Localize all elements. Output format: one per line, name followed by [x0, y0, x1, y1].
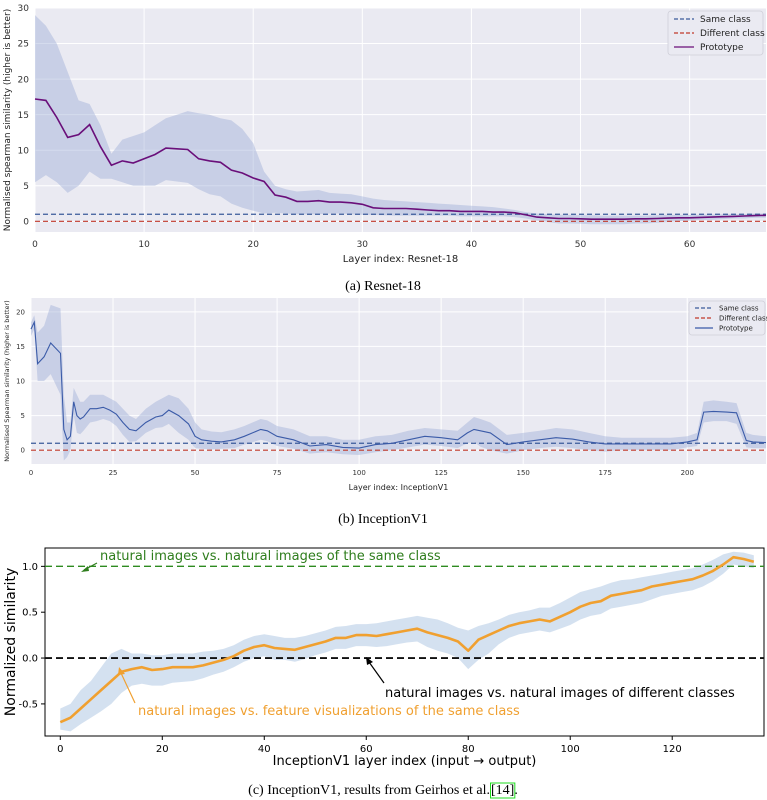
y-tick-label: 15	[18, 111, 29, 121]
caption-c-end: .	[514, 783, 518, 798]
caption-c-text: (c) InceptionV1, results from Geirhos et…	[248, 783, 490, 798]
caption-ref-box	[490, 782, 516, 799]
y-tick-label: 20	[18, 75, 30, 85]
x-tick-label: 25	[109, 469, 118, 477]
annotation-different-classes: natural images vs. natural images of dif…	[385, 686, 735, 701]
legend-entry: Same class	[700, 15, 751, 25]
plot-area	[35, 8, 766, 232]
legend-box	[667, 10, 764, 56]
x-tick-label: 100	[561, 744, 580, 755]
y-tick-label: -0.5	[18, 699, 38, 710]
legend-entry: Different class	[719, 314, 767, 322]
feature-vis-line	[59, 555, 755, 724]
x-tick-label: 40	[466, 240, 478, 250]
x-tick-label: 50	[575, 240, 587, 250]
x-tick-label: 125	[434, 469, 447, 477]
y-tick-label: 5	[21, 412, 25, 420]
caption-b: (b) InceptionV1	[338, 512, 428, 527]
y-axis-label: Normalised spearman similarity (higher i…	[3, 9, 13, 231]
x-tick-label: 10	[138, 240, 150, 250]
x-tick-label: 60	[684, 240, 696, 250]
x-tick-label: 150	[517, 469, 530, 477]
caption-a: (a) Resnet-18	[345, 279, 421, 294]
x-tick-label: 0	[32, 240, 38, 250]
x-tick-label: 100	[352, 469, 365, 477]
x-tick-label: 120	[663, 744, 682, 755]
y-tick-label: 0	[23, 217, 29, 227]
annotation-feature-vis-arrow	[120, 672, 136, 704]
legend-entry: Same class	[719, 304, 759, 312]
x-tick-label: 60	[360, 744, 373, 755]
annotation-different-classes-arrow	[368, 661, 385, 684]
y-axis-label: Normalised Spearman similarity (higher i…	[3, 300, 11, 461]
annotation-different-classes-arrowhead	[366, 657, 373, 665]
x-axis-label: Layer index: InceptionV1	[349, 483, 449, 492]
caption-c-ref: [14]	[491, 783, 514, 798]
y-tick-label: 1.0	[22, 562, 38, 573]
y-tick-label: 0	[21, 447, 25, 455]
feature-vis-confidence-band	[60, 551, 754, 732]
x-tick-label: 40	[258, 744, 271, 755]
x-tick-label: 0	[29, 469, 33, 477]
x-tick-label: 75	[273, 469, 282, 477]
x-axis-label: Layer index: Resnet-18	[343, 254, 459, 265]
x-axis-label: InceptionV1 layer index (input → output)	[273, 754, 537, 769]
annotation-same-class-arrowhead	[81, 566, 89, 572]
x-tick-label: 50	[191, 469, 200, 477]
y-tick-label: 20	[16, 308, 25, 316]
annotation-feature-vis-arrowhead	[118, 667, 125, 675]
x-tick-label: 80	[462, 744, 475, 755]
prototype-line	[30, 320, 767, 449]
x-tick-label: 20	[156, 744, 169, 755]
legend-box	[688, 300, 766, 336]
x-tick-label: 200	[681, 469, 694, 477]
legend-entry: Different class	[700, 29, 765, 39]
y-tick-label: 10	[16, 377, 25, 385]
annotation-feature-vis: natural images vs. feature visualization…	[138, 704, 520, 719]
y-tick-label: 25	[18, 40, 29, 50]
x-tick-label: 30	[357, 240, 369, 250]
panel-c-geirhos: 0 20 40 60 80 100 120 -0.5 0.0 0.5 1.0 natural imag…	[3, 547, 765, 769]
y-tick-label: 15	[16, 343, 25, 351]
panel-b-inceptionv1: 0 25 50 75 100 125 150 175 200 0 5 10 15 20 Layer inde…	[3, 298, 767, 492]
y-tick-label: 0.0	[22, 654, 38, 665]
legend-entry: Prototype	[719, 324, 753, 332]
x-tick-label: 175	[599, 469, 612, 477]
y-tick-label: 0.5	[22, 608, 38, 619]
y-tick-label: 30	[18, 4, 30, 14]
prototype-confidence-band	[35, 15, 766, 225]
y-tick-label: 5	[23, 182, 29, 192]
x-tick-label: 20	[247, 240, 259, 250]
prototype-confidence-band	[31, 304, 766, 461]
annotation-same-class: natural images vs. natural images of the…	[100, 549, 441, 564]
prototype-line	[34, 98, 767, 220]
panel-a-resnet18: 0 10 20 30 40 50 60 0 5 10 15 20 25 30 Layer index: Re…	[3, 4, 767, 265]
caption-c: (c) InceptionV1, results from Geirhos et…	[248, 783, 518, 798]
legend-entry: Prototype	[700, 43, 744, 53]
y-axis-label: Normalized similarity	[3, 568, 19, 716]
x-tick-label: 0	[57, 744, 63, 755]
y-tick-label: 10	[18, 146, 30, 156]
